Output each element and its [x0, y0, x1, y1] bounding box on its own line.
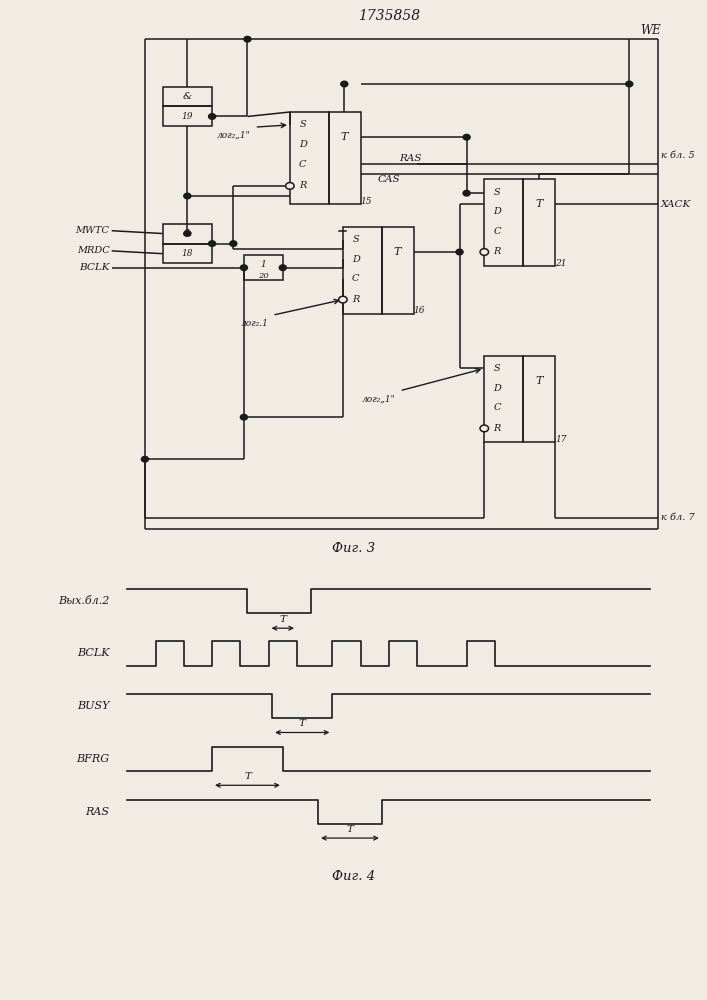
Text: S: S: [352, 235, 359, 244]
Circle shape: [341, 81, 348, 87]
Text: C: C: [299, 160, 306, 169]
Circle shape: [209, 241, 216, 246]
Circle shape: [480, 425, 489, 432]
Text: T: T: [341, 132, 348, 142]
Circle shape: [463, 134, 470, 140]
Text: D: D: [493, 207, 501, 216]
Text: D: D: [493, 384, 501, 393]
Text: D: D: [298, 140, 307, 149]
Bar: [484, 356, 523, 442]
Text: CAS: CAS: [378, 175, 400, 184]
Text: T: T: [535, 376, 542, 386]
Text: 16: 16: [414, 306, 425, 315]
Text: лог₂.1: лог₂.1: [241, 319, 269, 328]
Text: XACK: XACK: [661, 200, 691, 209]
Text: 17: 17: [555, 435, 566, 444]
Text: к бл. 7: к бл. 7: [661, 514, 695, 522]
Circle shape: [480, 249, 489, 255]
Text: Фиг. 4: Фиг. 4: [332, 870, 375, 883]
Bar: [163, 224, 212, 244]
Circle shape: [240, 265, 247, 270]
Text: BCLK: BCLK: [79, 263, 110, 272]
Text: 19: 19: [182, 112, 193, 121]
Text: T: T: [535, 199, 542, 209]
Circle shape: [244, 36, 251, 42]
Text: лог₂„1": лог₂„1": [362, 394, 396, 403]
Text: BFRG: BFRG: [76, 754, 110, 764]
Text: 15: 15: [361, 197, 372, 206]
Text: C: C: [352, 274, 359, 283]
Circle shape: [456, 249, 463, 255]
Text: S: S: [493, 364, 501, 373]
Circle shape: [209, 114, 216, 119]
Text: Фиг. 3: Фиг. 3: [332, 542, 375, 555]
Text: BUSY: BUSY: [77, 701, 110, 711]
Circle shape: [184, 193, 191, 199]
Circle shape: [240, 414, 247, 420]
Text: 1735858: 1735858: [358, 9, 420, 23]
Text: T: T: [244, 772, 251, 781]
Bar: [523, 356, 555, 442]
Circle shape: [339, 296, 347, 303]
Text: 20: 20: [257, 272, 269, 280]
Text: 18: 18: [182, 249, 193, 258]
Circle shape: [141, 456, 148, 462]
Text: RAS: RAS: [86, 807, 110, 817]
Text: S: S: [493, 188, 501, 197]
Text: &: &: [182, 92, 192, 101]
Bar: [329, 112, 361, 204]
Text: C: C: [493, 227, 501, 236]
Bar: [163, 244, 212, 263]
Circle shape: [626, 81, 633, 87]
Text: R: R: [493, 424, 501, 433]
Circle shape: [463, 190, 470, 196]
Bar: [290, 112, 329, 204]
Text: S: S: [299, 120, 306, 129]
Text: 1: 1: [260, 260, 266, 269]
Text: MWTC: MWTC: [76, 226, 110, 235]
Text: к бл. 5: к бл. 5: [661, 151, 695, 160]
Text: T: T: [279, 615, 286, 624]
Text: T: T: [346, 825, 354, 834]
Circle shape: [230, 241, 237, 246]
Text: &: &: [182, 229, 192, 238]
Bar: [382, 227, 414, 314]
Text: WE: WE: [640, 24, 660, 37]
Text: BCLK: BCLK: [77, 648, 110, 658]
Text: R: R: [299, 181, 306, 190]
Text: лог₂„1": лог₂„1": [217, 131, 251, 140]
Bar: [343, 227, 382, 314]
Text: C: C: [493, 403, 501, 412]
Circle shape: [279, 265, 286, 270]
Text: T: T: [299, 719, 305, 728]
Text: D: D: [351, 255, 360, 264]
Bar: [523, 179, 555, 266]
Text: MRDC: MRDC: [77, 246, 110, 255]
Bar: [244, 255, 283, 280]
Circle shape: [286, 183, 294, 189]
Bar: [163, 87, 212, 106]
Circle shape: [184, 231, 191, 236]
Text: RAS: RAS: [399, 154, 421, 163]
Bar: [163, 106, 212, 126]
Text: R: R: [493, 247, 501, 256]
Text: R: R: [352, 295, 359, 304]
Bar: [484, 179, 523, 266]
Text: Вых.бл.2: Вых.бл.2: [58, 596, 110, 606]
Text: 21: 21: [555, 259, 566, 268]
Text: T: T: [394, 247, 401, 257]
